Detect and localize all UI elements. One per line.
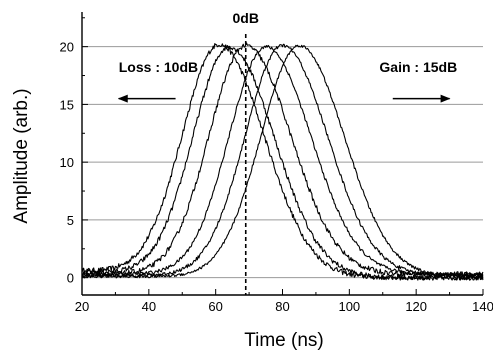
annotation-label-2: Gain : 15dB <box>379 59 457 75</box>
y-tick-label-20: 20 <box>60 40 74 55</box>
y-tick-label-5: 5 <box>67 213 74 228</box>
reference-layer: 0dB <box>233 10 259 295</box>
x-tick-label-120: 120 <box>405 299 427 314</box>
x-tick-label-60: 60 <box>208 299 222 314</box>
series-group <box>81 42 484 281</box>
y-tick-label-10: 10 <box>60 155 74 170</box>
y-axis-title: Amplitude (arb.) <box>11 88 32 223</box>
annotations: Loss : 10dB Gain : 15dB <box>117 59 457 103</box>
series-line-6 <box>81 44 484 279</box>
x-tick-label-40: 40 <box>142 299 156 314</box>
x-axis-title: Time (ns) <box>244 330 324 351</box>
reference-line-label: 0dB <box>233 10 259 26</box>
x-tick-label-20: 20 <box>75 299 89 314</box>
annotation-label-1: Loss : 10dB <box>119 59 198 75</box>
axes-frame <box>81 12 483 296</box>
axis-ticks: 20 40 60 80 100 120 140 0 5 10 15 20 <box>60 17 493 314</box>
series-line-2 <box>81 45 484 281</box>
series-line-5 <box>81 43 484 278</box>
x-tick-label-100: 100 <box>338 299 360 314</box>
y-tick-label-0: 0 <box>67 271 74 286</box>
x-tick-label-80: 80 <box>275 299 289 314</box>
series-line-1 <box>81 43 484 281</box>
y-tick-label-15: 15 <box>60 97 74 112</box>
x-tick-label-140: 140 <box>472 299 493 314</box>
